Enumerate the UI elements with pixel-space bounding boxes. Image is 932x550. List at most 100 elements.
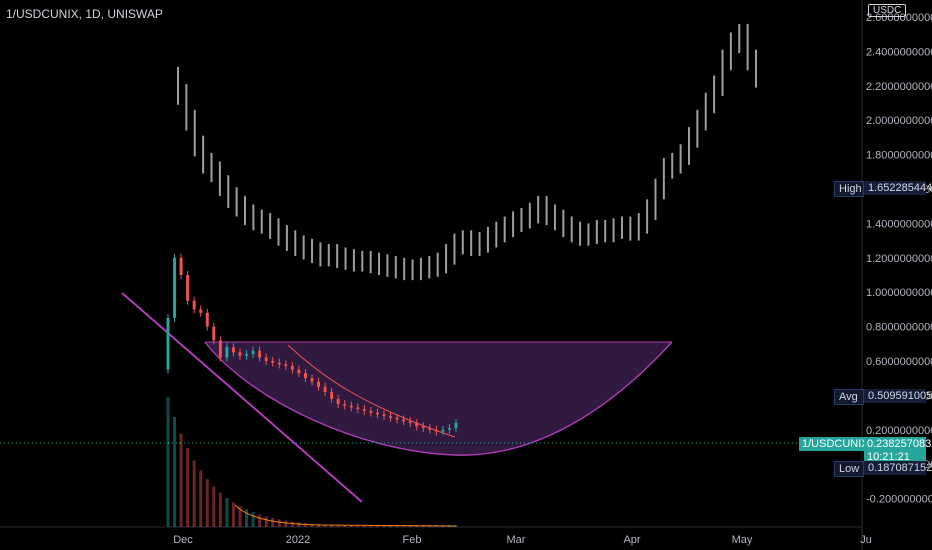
- avg-label: Avg: [834, 389, 864, 405]
- x-tick-label: Dec: [173, 534, 193, 546]
- cup-fill: [205, 342, 672, 456]
- last-price-label: 1/USDCUNIX: [799, 437, 869, 451]
- candle: [179, 253, 183, 279]
- candle: [212, 322, 216, 345]
- x-tick-label: 2022: [286, 534, 310, 546]
- candle: [238, 348, 242, 360]
- candle: [421, 422, 425, 433]
- candle: [297, 365, 301, 378]
- candle: [330, 387, 334, 403]
- x-tick-label: Apr: [623, 534, 640, 546]
- low-label: Low: [834, 461, 864, 477]
- candle: [245, 350, 249, 360]
- candle: [428, 424, 432, 434]
- y-tick-label: 2.4000000000: [866, 46, 932, 58]
- y-tick-label: 2.2000000000: [866, 81, 932, 93]
- volume-bar: [284, 520, 288, 527]
- volume-bar: [297, 522, 301, 527]
- volume-bar: [245, 509, 249, 527]
- volume-bar: [173, 416, 177, 527]
- last-price-value: 0.2382570832: [864, 437, 932, 451]
- volume-bar: [166, 397, 170, 527]
- x-tick-label: Mar: [507, 534, 526, 546]
- candle: [199, 305, 203, 317]
- candle: [264, 353, 268, 365]
- volume-bar: [317, 524, 321, 527]
- volume-bar: [290, 521, 294, 527]
- candle: [218, 336, 222, 362]
- y-tick-label: 1.4000000000: [866, 218, 932, 230]
- volume-bar: [218, 492, 222, 527]
- avg-value: 0.5095910053: [864, 389, 932, 403]
- candle: [369, 406, 373, 417]
- volume-bar: [205, 479, 209, 527]
- candle: [434, 425, 438, 436]
- candle: [166, 314, 170, 374]
- volume-bar: [212, 486, 216, 527]
- candle: [402, 415, 406, 426]
- volume-bar: [330, 524, 334, 527]
- volume-bar: [231, 502, 235, 527]
- x-tick-label: May: [732, 534, 753, 546]
- currency-badge[interactable]: USDC: [868, 4, 907, 17]
- volume-bar: [310, 523, 314, 527]
- candle: [303, 369, 307, 383]
- candle: [317, 377, 321, 391]
- candle: [284, 360, 288, 371]
- candle: [251, 346, 255, 359]
- candle: [356, 403, 360, 414]
- cup-curve: [204, 341, 673, 456]
- y-tick-label: 2.0000000000: [866, 115, 932, 127]
- volume-bar: [192, 460, 196, 527]
- y-tick-label: 1.2000000000: [866, 253, 932, 265]
- y-tick-label: -0.2000000000: [866, 494, 932, 506]
- volume-bar: [258, 514, 262, 527]
- candle: [290, 362, 294, 374]
- y-tick-label: 1.0000000000: [866, 287, 932, 299]
- volume-bar: [303, 523, 307, 527]
- volume-bar: [362, 525, 366, 527]
- candle: [395, 413, 399, 424]
- volume-bar: [251, 512, 255, 527]
- volume-ma-line: [234, 504, 457, 527]
- candle: [258, 346, 262, 362]
- volume-bar: [271, 517, 275, 527]
- x-tick-label: Feb: [403, 534, 422, 546]
- volume-bar: [343, 525, 347, 527]
- candle: [441, 425, 445, 436]
- high-value: 1.6522854440: [864, 181, 932, 195]
- candle: [277, 358, 281, 369]
- volume-bar: [336, 525, 340, 527]
- candle: [173, 253, 177, 322]
- candle: [454, 418, 458, 433]
- candle: [231, 343, 235, 357]
- candle: [375, 408, 379, 419]
- volume-bar: [277, 519, 281, 527]
- volume-bar: [179, 433, 183, 527]
- candle: [225, 343, 229, 362]
- volume-bar: [238, 506, 242, 527]
- candle: [349, 401, 353, 412]
- y-tick-label: 0.2000000000: [866, 425, 932, 437]
- candle: [323, 382, 327, 396]
- high-label: High: [834, 181, 864, 197]
- chart-title: 1/USDCUNIX, 1D, UNISWAP: [6, 7, 163, 21]
- candle: [389, 412, 393, 422]
- y-tick-label: 0.6000000000: [866, 356, 932, 368]
- low-value: 0.1870871521: [864, 461, 932, 475]
- volume-bar: [225, 497, 229, 527]
- candle: [362, 405, 366, 415]
- candle: [310, 374, 314, 386]
- y-tick-label: 0.8000000000: [866, 322, 932, 334]
- volume-bar: [369, 525, 373, 527]
- candle: [447, 424, 451, 434]
- bar-countdown: 10:21:21: [864, 451, 926, 464]
- volume-bar: [382, 525, 386, 527]
- candle: [271, 357, 275, 367]
- x-tick-label: Ju: [860, 534, 872, 546]
- trend-line: [121, 292, 363, 503]
- candle: [382, 410, 386, 421]
- candle: [343, 400, 347, 410]
